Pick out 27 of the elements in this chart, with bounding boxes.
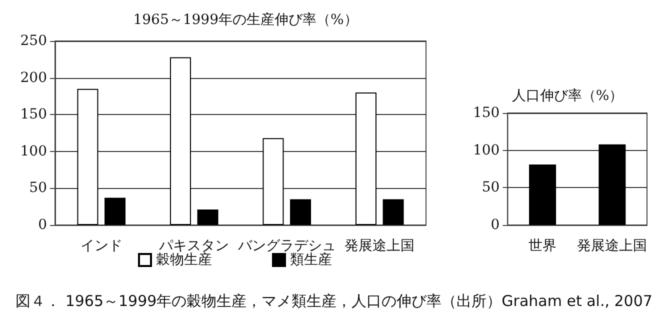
- legend-label: 穀物生産: [156, 252, 212, 268]
- x-tick-label: 発展途上国: [344, 238, 415, 254]
- y-tick-label: 50: [29, 180, 47, 196]
- chart-title: 1965～1999年の生産伸び率（%）: [133, 12, 358, 28]
- y-tick-label: 150: [472, 105, 500, 121]
- y-tick-label: 200: [20, 70, 47, 86]
- y-tick-label: 0: [38, 217, 47, 233]
- bar: [262, 138, 284, 225]
- legend-label: 類生産: [290, 252, 332, 268]
- y-tick-label: 150: [20, 106, 47, 123]
- bar: [104, 198, 126, 225]
- bar: [77, 88, 98, 225]
- bar: [382, 199, 404, 225]
- y-tick-label: 50: [482, 180, 500, 196]
- chart-title: 人口伸び率（%）: [512, 88, 624, 104]
- y-tick-label: 100: [20, 143, 47, 160]
- bar: [197, 210, 218, 225]
- bar: [170, 57, 191, 225]
- caption: 図４． 1965～1999年の穀物生産，マメ類生産，人口の伸び率（出所）Graham et al., 2007: [14, 292, 654, 311]
- x-tick-label: 発展途上国: [577, 238, 648, 254]
- y-tick-label: 100: [472, 142, 500, 158]
- x-tick-label: 世界: [528, 238, 557, 254]
- bar: [290, 199, 312, 225]
- y-tick-label: 250: [20, 33, 47, 49]
- bar: [355, 92, 376, 225]
- x-tick-label: インド: [80, 238, 122, 254]
- y-tick-label: 0: [490, 217, 500, 233]
